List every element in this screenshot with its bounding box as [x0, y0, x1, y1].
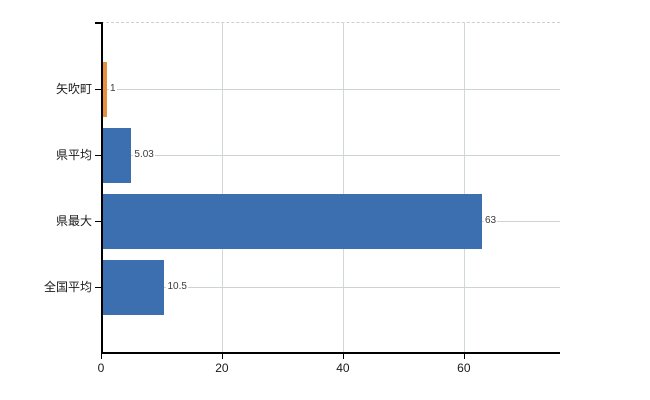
x-tick-label: 60 — [457, 361, 471, 375]
bar — [101, 259, 165, 315]
category-label: 県平均 — [55, 148, 92, 162]
x-tick-label: 40 — [336, 361, 350, 375]
bar-value-label: 1 — [109, 82, 117, 96]
x-tick-label: 0 — [97, 361, 105, 375]
x-tick-label: 20 — [215, 361, 229, 375]
plot-top-border — [101, 22, 560, 23]
v-gridline — [342, 22, 344, 354]
x-tick-mark — [342, 354, 344, 359]
y-tick-mark — [95, 89, 101, 90]
category-label: 矢吹町 — [55, 82, 92, 96]
bar — [101, 127, 132, 183]
h-gridline — [101, 287, 560, 288]
x-tick-mark — [221, 354, 223, 359]
bar-value-label: 10.5 — [166, 280, 188, 294]
plot-area: 1 5.03 63 10.5 — [101, 22, 560, 354]
v-gridline — [221, 22, 223, 354]
h-gridline — [101, 89, 560, 90]
y-tick-mark — [95, 221, 101, 222]
y-axis-line — [101, 22, 103, 354]
y-tick-mark — [95, 287, 101, 288]
y-tick-mark — [95, 155, 101, 156]
x-tick-mark — [101, 354, 102, 359]
y-axis-top-tick — [95, 22, 102, 24]
v-gridline — [463, 22, 465, 354]
bar — [101, 61, 108, 117]
category-label: 県最大 — [55, 214, 92, 228]
x-axis-line — [101, 352, 560, 354]
bar — [101, 193, 482, 249]
bar-value-label: 5.03 — [133, 148, 155, 162]
category-label: 全国平均 — [43, 280, 92, 294]
x-tick-mark — [463, 354, 465, 359]
h-gridline — [101, 155, 560, 156]
bar-value-label: 63 — [483, 214, 498, 228]
